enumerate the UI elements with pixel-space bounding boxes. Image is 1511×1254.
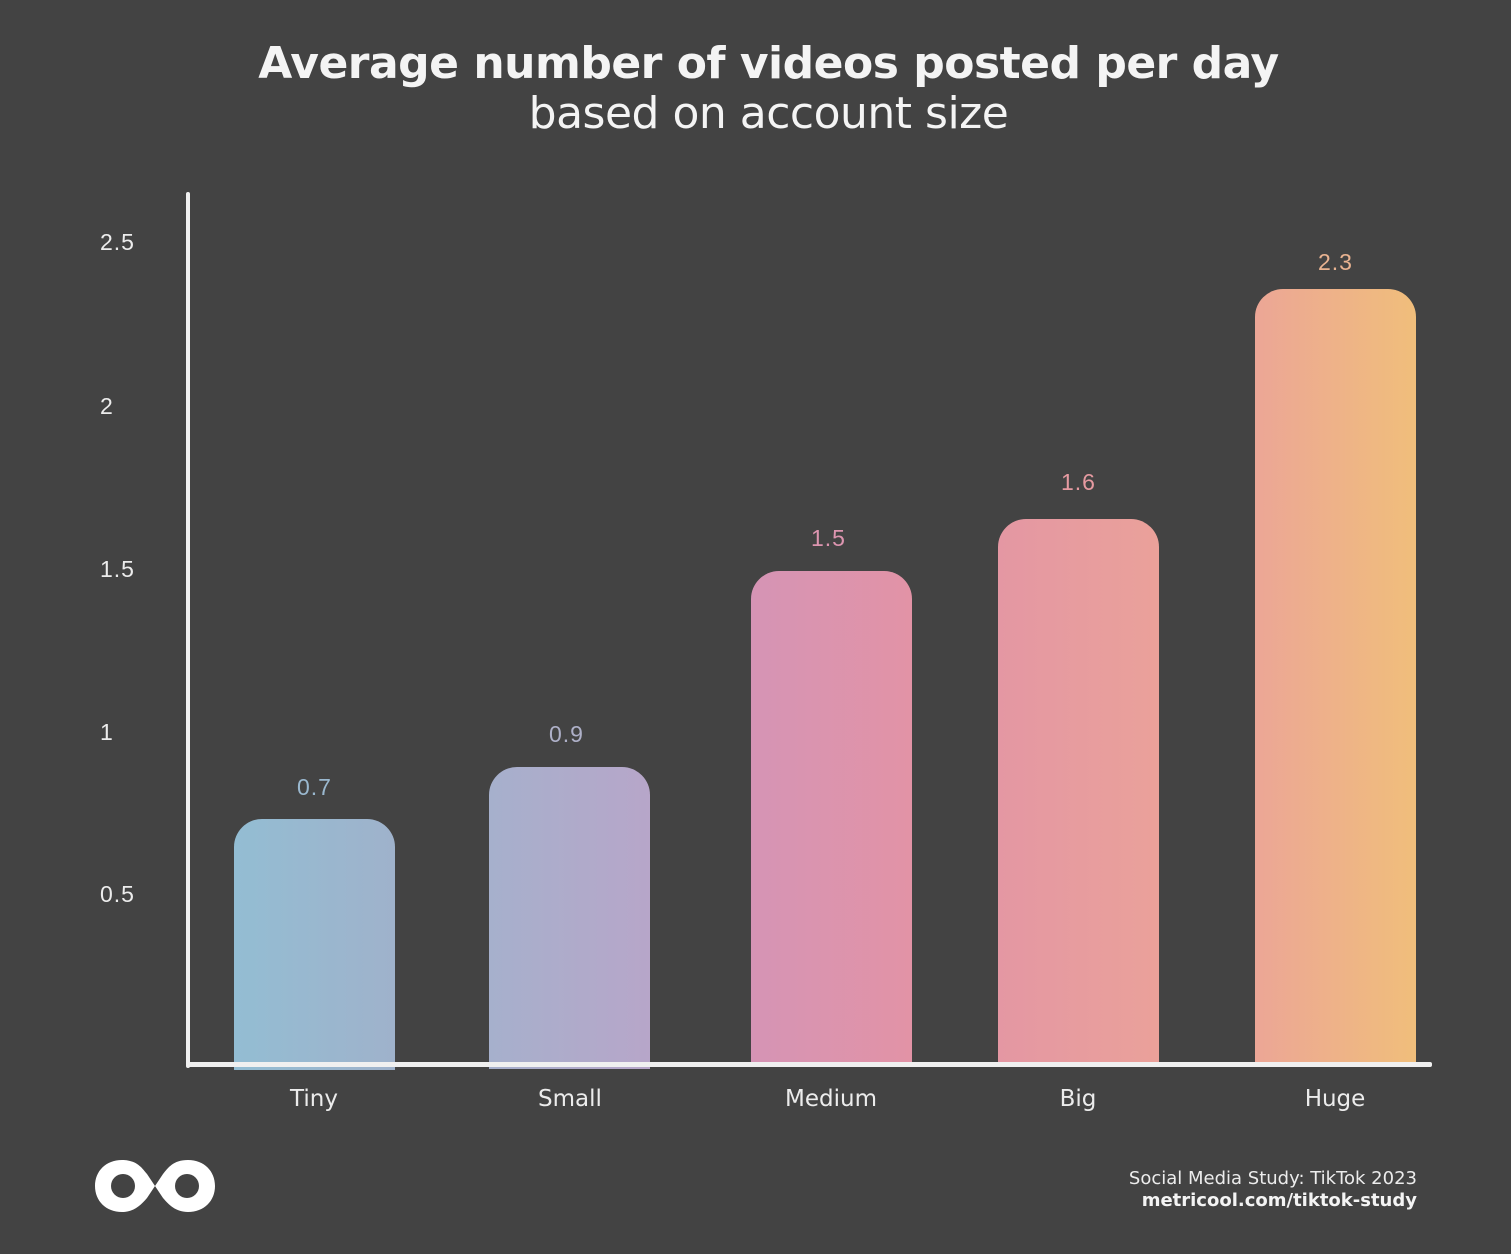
- chart-subtitle: based on account size: [528, 88, 1009, 139]
- chart-title: Average number of videos posted per day: [258, 38, 1279, 89]
- bar-medium: [751, 571, 912, 1064]
- x-axis-line: [186, 1062, 1432, 1067]
- y-tick-1: 1: [100, 719, 114, 745]
- bar-value-medium: 1.5: [811, 525, 846, 551]
- y-tick-1.5: 1.5: [100, 556, 135, 582]
- y-axis-line: [186, 192, 190, 1068]
- bar-value-huge: 2.3: [1318, 249, 1353, 275]
- bar-small: [489, 767, 650, 1069]
- bar-value-small: 0.9: [549, 721, 584, 747]
- bar-tiny: [234, 819, 395, 1070]
- x-label-small: Small: [538, 1086, 602, 1112]
- x-label-medium: Medium: [785, 1086, 877, 1112]
- y-tick-2.5: 2.5: [100, 229, 135, 255]
- y-tick-0.5: 0.5: [100, 881, 135, 907]
- y-tick-2: 2: [100, 393, 114, 419]
- bar-value-big: 1.6: [1061, 469, 1096, 495]
- bar-value-tiny: 0.7: [297, 774, 332, 800]
- x-label-huge: Huge: [1304, 1086, 1366, 1112]
- bar-big: [998, 519, 1159, 1064]
- x-label-big: Big: [1059, 1086, 1097, 1112]
- x-label-tiny: Tiny: [290, 1086, 338, 1112]
- footer-study-url: metricool.com/tiktok-study: [1141, 1190, 1417, 1211]
- metricool-logo-icon: [94, 1158, 216, 1214]
- footer-study-name: Social Media Study: TikTok 2023: [1128, 1168, 1417, 1189]
- bar-huge: [1255, 289, 1416, 1064]
